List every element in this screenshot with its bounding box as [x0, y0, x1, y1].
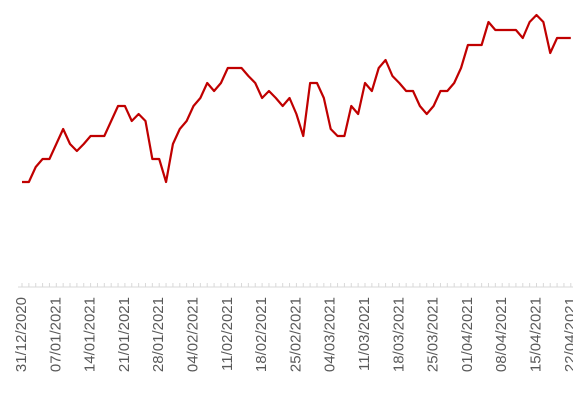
x-tick-label: 14/01/2021	[82, 297, 99, 372]
x-tick-label: 18/02/2021	[253, 297, 270, 372]
x-tick-label: 04/02/2021	[184, 297, 201, 372]
line-series	[22, 13, 571, 184]
x-tick-label: 15/04/2021	[527, 297, 544, 372]
x-tick-label: 25/03/2021	[425, 297, 442, 372]
x-tick-label: 11/03/2021	[356, 297, 373, 371]
x-tick-label: 18/03/2021	[390, 297, 407, 372]
x-tick-label: 11/02/2021	[219, 297, 236, 371]
x-tick-label: 22/04/2021	[562, 297, 573, 372]
x-tick-label: 21/01/2021	[116, 297, 133, 372]
x-tick-label: 28/01/2021	[150, 297, 167, 372]
x-tick-label: 04/03/2021	[322, 297, 339, 372]
x-tick-label: 07/01/2021	[47, 297, 64, 372]
x-tick-label: 25/02/2021	[287, 297, 304, 372]
x-tick-label: 08/04/2021	[493, 297, 510, 372]
x-tick-label: 01/04/2021	[459, 297, 476, 372]
x-tick-label: 31/12/2020	[13, 297, 30, 372]
